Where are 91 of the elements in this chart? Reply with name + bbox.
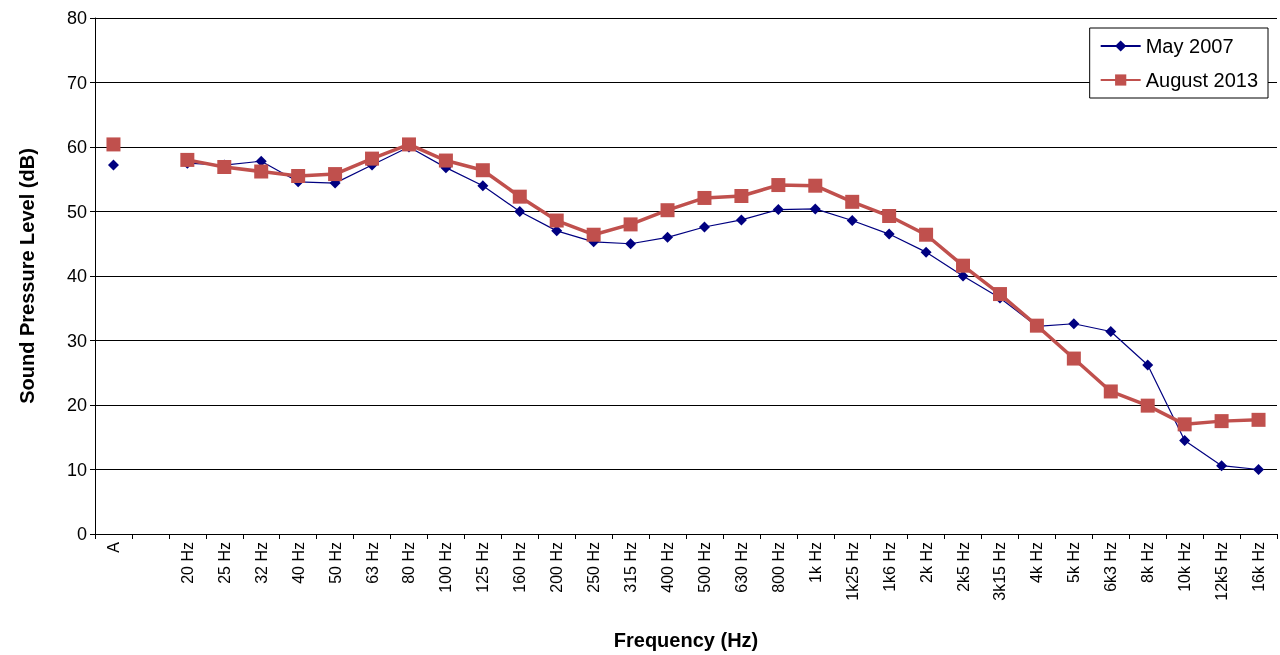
point [514,206,526,217]
point [772,204,784,216]
point [1214,414,1229,429]
x-tick-label: 100 Hz [437,542,455,593]
point [180,152,195,167]
x-tick-label: 63 Hz [363,542,381,584]
x-tick-label: 250 Hz [585,542,603,593]
x-tick-label: 500 Hz [695,542,713,593]
point [735,214,747,226]
y-tick-label: 10 [66,459,87,480]
point [992,287,1007,302]
x-tick-label: 8k Hz [1139,542,1157,583]
x-tick-label: 800 Hz [769,542,787,593]
point [1140,398,1155,413]
x-tick-label: 160 Hz [511,542,529,593]
point [1142,359,1154,371]
point [956,258,971,273]
point [477,180,489,192]
x-tick-label: 32 Hz [252,542,270,584]
point [401,137,416,152]
point [1066,351,1081,366]
point [586,227,601,242]
point [919,227,934,242]
point [107,159,119,171]
point [475,163,490,178]
point [1216,460,1228,472]
y-tick-label: 30 [66,330,87,351]
point [1251,412,1266,427]
x-tick-label: 10k Hz [1176,542,1194,592]
x-tick-label: 16k Hz [1250,542,1268,592]
x-tick-label: 20 Hz [178,542,196,584]
x-tick-label: 2k5 Hz [954,542,972,592]
legend-label: May 2007 [1145,35,1234,57]
point [883,228,895,240]
point [660,203,675,218]
x-tick-label: 12k5 Hz [1213,542,1231,601]
point [1105,325,1117,337]
x-tick-label: 400 Hz [659,542,677,593]
x-tick-label: A [104,541,122,553]
point [771,178,786,193]
point [254,164,269,179]
point [625,238,637,250]
point [808,178,823,193]
point [365,151,380,166]
x-tick-label: 630 Hz [732,542,750,593]
point [438,153,453,168]
point [291,169,306,184]
x-tick-label: 5k Hz [1065,542,1083,583]
x-tick-label: 25 Hz [215,542,233,584]
point [920,246,932,258]
x-tick-label: 3k15 Hz [991,542,1009,601]
point [1177,417,1192,432]
x-tick-label: 2k Hz [917,542,935,583]
point [697,190,712,205]
y-axis-title: Sound Pressure Level (dB) [16,148,38,404]
x-tick-label: 4k Hz [1028,542,1046,583]
point [1068,318,1080,330]
point [549,213,564,228]
x-tick-label: 315 Hz [622,542,640,593]
y-tick-label: 80 [66,8,87,28]
point [882,209,897,224]
x-tick-label: 50 Hz [326,542,344,584]
x-axis-title: Frequency (Hz) [613,629,759,651]
point [698,221,710,233]
point [106,137,121,152]
x-tick-label: 200 Hz [548,542,566,593]
point [1253,464,1265,475]
point [809,203,821,215]
y-tick-label: 40 [66,266,87,286]
point [1103,384,1118,399]
point [623,217,638,232]
y-tick-label: 0 [76,524,87,544]
y-tick-label: 50 [66,201,87,222]
x-tick-label: 80 Hz [400,542,418,584]
point [846,215,858,227]
x-tick-label: 125 Hz [474,542,492,593]
point [512,189,527,204]
y-tick-label: 20 [66,395,87,415]
x-tick-label: 40 Hz [289,542,307,584]
x-tick-label: 6k3 Hz [1102,542,1120,592]
point [734,189,749,204]
x-tick-label: 1k Hz [806,542,824,583]
y-tick-label: 70 [66,72,87,93]
point [1179,434,1191,446]
y-tick-label: 60 [66,137,87,157]
x-tick-label: 1k25 Hz [843,542,861,601]
x-tick-label: 1k6 Hz [880,542,898,592]
point [662,231,674,243]
point [328,167,343,182]
point [845,194,860,209]
legend-label: August 2013 [1145,69,1259,91]
